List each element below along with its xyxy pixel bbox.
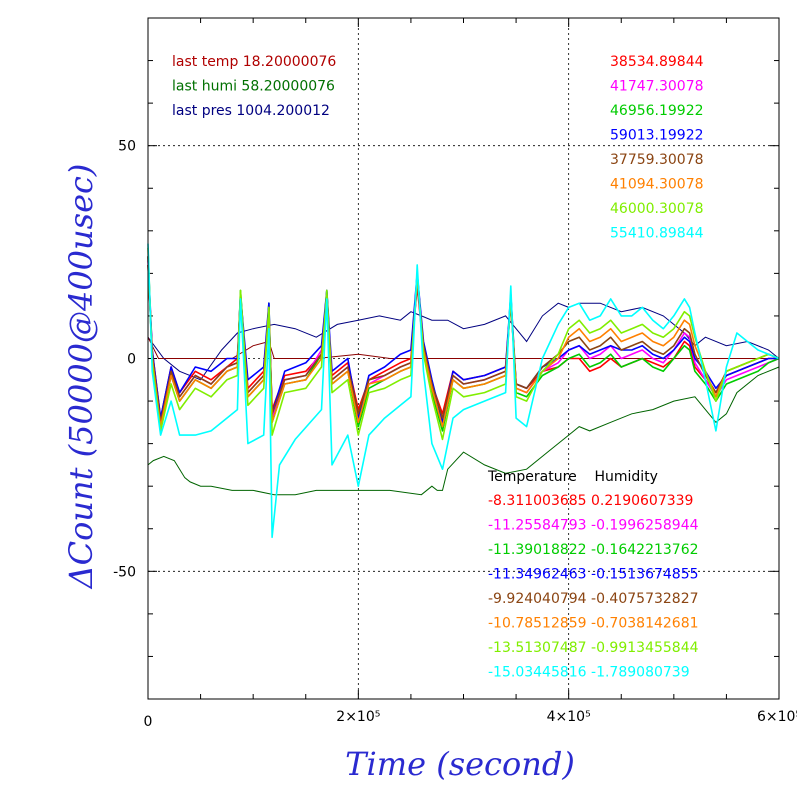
x-tick-label: 2×10⁵ (336, 709, 380, 725)
coefficient-line: -11.25584793 -0.1996258944 (488, 518, 699, 534)
tick-labels: 0 2×10⁵ 4×10⁵ 6×10⁵ -50 0 50 (113, 139, 797, 730)
value-line: 55410.89844 (610, 226, 704, 242)
x-tick-label: 4×10⁵ (547, 709, 591, 725)
coefficient-line: -8.311003685 0.2190607339 (488, 493, 693, 509)
value-line: 46956.19922 (610, 103, 704, 119)
value-line: 38534.89844 (610, 54, 704, 70)
series-line (147, 256, 779, 424)
plot-frame (147, 17, 780, 700)
aux-series-line (147, 366, 780, 496)
info-line: last temp 18.20000076 (172, 54, 336, 70)
series-lines (147, 243, 780, 539)
y-tick-label: 50 (118, 139, 136, 155)
coefficient-line: -11.34962463 -0.1513674855 (488, 567, 699, 583)
value-line: 41094.30078 (610, 177, 704, 193)
coefficient-line: -9.924040794 -0.4075732827 (488, 591, 699, 607)
coefficient-line: -10.78512859 -0.7038142681 (488, 616, 699, 632)
value-line: 59013.19922 (610, 128, 704, 144)
coefficient-header: Temperature Humidity (487, 469, 658, 485)
coefficient-line: -13.51307487 -0.9913455844 (488, 640, 699, 656)
series-line (147, 247, 780, 441)
series-line (147, 243, 780, 539)
value-line: 41747.30078 (610, 79, 704, 95)
info-line: last humi 58.20000076 (172, 79, 335, 95)
info-line: last pres 1004.200012 (172, 103, 330, 119)
value-line: 37759.30078 (610, 152, 704, 168)
coefficient-line: -11.39018822 -0.1642213762 (488, 542, 699, 558)
aux-series-line (147, 302, 780, 381)
annotation-text: last temp 18.20000076 last humi 58.200000… (172, 54, 704, 681)
y-tick-label: 0 (127, 352, 136, 368)
y-axis-title: ΔCount (50000@400usec) (62, 164, 100, 591)
x-tick-label: 6×10⁵ (757, 709, 797, 725)
coefficient-line: -15.03445816 -1.789080739 (488, 665, 690, 681)
x-axis-title: Time (second) (345, 745, 575, 783)
value-line: 46000.30078 (610, 201, 704, 217)
x-tick-label: 0 (144, 714, 153, 730)
y-tick-label: -50 (113, 564, 136, 580)
